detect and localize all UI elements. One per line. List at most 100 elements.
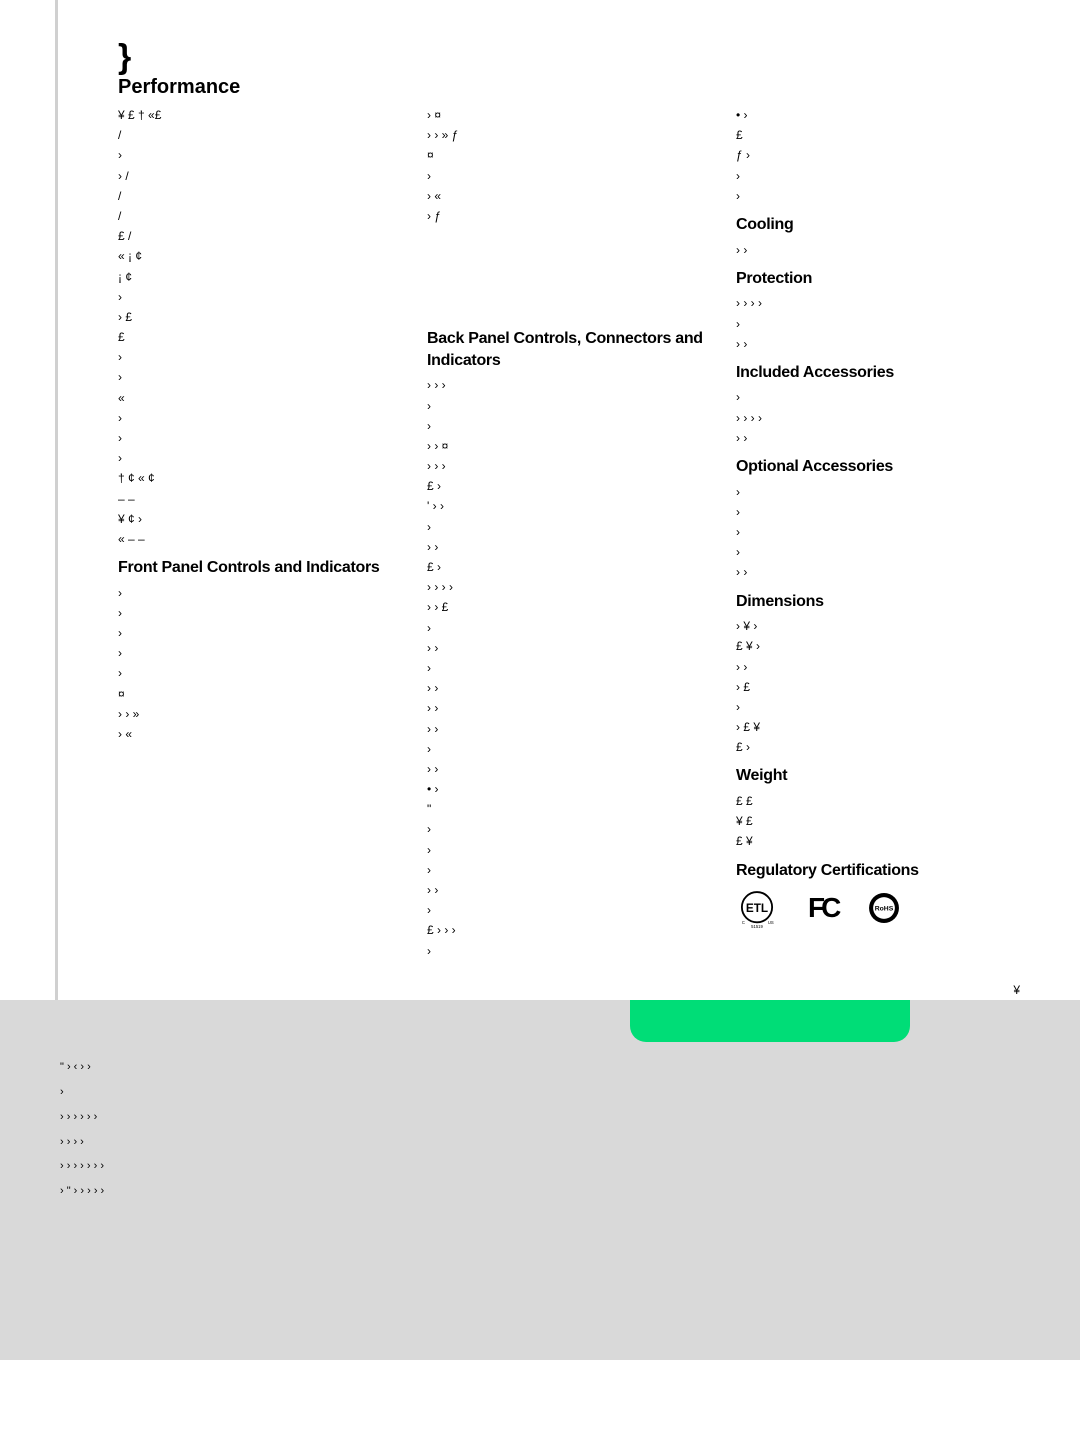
certification-logos: ETL C US 51519 FC RoHS xyxy=(736,887,1020,929)
spec-line: / xyxy=(118,208,402,224)
spec-line: › › ¤ xyxy=(427,438,711,454)
spec-line: › / xyxy=(118,168,402,184)
back-panel-heading: Back Panel Controls, Connectors and Indi… xyxy=(427,328,711,371)
spec-line: › xyxy=(118,369,402,385)
spec-line: £ / xyxy=(118,228,402,244)
spec-line: › › xyxy=(736,430,1020,446)
spec-line: › « xyxy=(118,726,402,742)
spec-line: › › xyxy=(736,659,1020,675)
spec-line: › › › › xyxy=(736,295,1020,311)
spec-line: £ › xyxy=(427,559,711,575)
spec-line: › › › › xyxy=(736,410,1020,426)
included-heading: Included Accessories xyxy=(736,362,1020,384)
spec-line: † ¢ « ¢ xyxy=(118,470,402,486)
spec-line: › › › xyxy=(427,458,711,474)
spec-line: › ¥ › xyxy=(736,618,1020,634)
column-3: • › £ ƒ › › › Cooling › › xyxy=(736,107,1020,963)
spec-line: › xyxy=(118,665,402,681)
back-panel-block: › › › › › › › ¤ › › › xyxy=(427,377,711,958)
spec-line: › xyxy=(118,605,402,621)
spec-line: ¤ xyxy=(427,147,711,163)
spec-line: › xyxy=(736,188,1020,204)
footnote-line: › " › › › › › xyxy=(60,1184,1020,1199)
spec-line: › £ xyxy=(736,679,1020,695)
weight-heading: Weight xyxy=(736,765,1020,787)
spec-line: › › » ƒ xyxy=(427,127,711,143)
fcc-icon: FC xyxy=(808,889,837,927)
spec-columns: ¥ £ † «£ / › › / / / £ / « ¡ ¢ xyxy=(118,107,1020,963)
spec-line: › xyxy=(736,484,1020,500)
spec-line: ' › › xyxy=(427,498,711,514)
spec-line: ¡ ¢ xyxy=(118,269,402,285)
spec-line: › › xyxy=(736,242,1020,258)
spec-line: £ ¥ › xyxy=(736,638,1020,654)
spec-line: › xyxy=(427,842,711,858)
spec-line: › › › › xyxy=(427,579,711,595)
spec-line: › › xyxy=(736,564,1020,580)
spec-line: › › xyxy=(427,640,711,656)
spec-line: £ › xyxy=(427,478,711,494)
spec-line: ¤ xyxy=(118,686,402,702)
column-1: ¥ £ † «£ / › › / / / £ / « ¡ ¢ xyxy=(118,107,402,963)
spec-line: › xyxy=(118,349,402,365)
spec-line: › xyxy=(118,625,402,641)
svg-text:US: US xyxy=(768,920,774,925)
spec-line: £ ¥ xyxy=(736,833,1020,849)
spec-line: › xyxy=(118,585,402,601)
spec-line: › › xyxy=(736,336,1020,352)
spec-line: £ › xyxy=(736,739,1020,755)
spec-line: › xyxy=(427,902,711,918)
spec-line: / xyxy=(118,188,402,204)
accent-band xyxy=(630,1000,910,1042)
spec-line: ¥ £ xyxy=(736,813,1020,829)
svg-text:C: C xyxy=(742,920,745,925)
spec-line: / xyxy=(118,127,402,143)
col2-top-block: › ¤ › › » ƒ ¤ xyxy=(427,107,711,224)
spec-line: › xyxy=(736,389,1020,405)
spec-line: › › xyxy=(427,882,711,898)
spec-line: › xyxy=(427,821,711,837)
spec-line: › xyxy=(427,660,711,676)
page-number: ¥ xyxy=(1013,982,1020,998)
spec-line: ¥ £ † «£ xyxy=(118,107,402,123)
column-2: › ¤ › › » ƒ ¤ xyxy=(427,107,711,963)
spec-line: › xyxy=(427,168,711,184)
spec-line: › xyxy=(736,524,1020,540)
col3-top-block: • › £ ƒ › › › xyxy=(736,107,1020,204)
spec-line: › xyxy=(118,147,402,163)
front-panel-block: › › › › › ¤ › › » xyxy=(118,585,402,743)
cooling-heading: Cooling xyxy=(736,214,1020,236)
spec-line: › xyxy=(736,699,1020,715)
optional-heading: Optional Accessories xyxy=(736,456,1020,478)
spec-line: › xyxy=(736,316,1020,332)
rohs-icon: RoHS xyxy=(867,891,901,925)
spec-line: › › › xyxy=(427,377,711,393)
spec-line: › xyxy=(118,430,402,446)
spec-line: › › xyxy=(427,721,711,737)
svg-text:51519: 51519 xyxy=(751,924,763,929)
front-panel-heading: Front Panel Controls and Indicators xyxy=(118,557,402,579)
svg-text:RoHS: RoHS xyxy=(875,906,894,913)
spec-line: › xyxy=(427,741,711,757)
spec-line: • › xyxy=(427,781,711,797)
spec-line: › › xyxy=(427,761,711,777)
performance-heading: Performance xyxy=(118,74,1020,101)
spec-line: › xyxy=(427,862,711,878)
spec-line: £ £ xyxy=(736,793,1020,809)
spec-line: › £ ¥ xyxy=(736,719,1020,735)
page-root: } Performance ¥ £ † «£ / › › / / / xyxy=(0,0,1080,1360)
spec-line: › xyxy=(427,418,711,434)
dimensions-heading: Dimensions xyxy=(736,591,1020,613)
spec-line: › xyxy=(118,289,402,305)
spec-line: – – xyxy=(118,491,402,507)
spec-line: £ xyxy=(736,127,1020,143)
spec-line: « – – xyxy=(118,531,402,547)
footnote-line: › xyxy=(60,1085,1020,1100)
performance-block: ¥ £ † «£ / › › / / / £ / « ¡ ¢ xyxy=(118,107,402,547)
spec-line: › ¤ xyxy=(427,107,711,123)
main-content: } Performance ¥ £ † «£ / › › / / / xyxy=(55,0,1080,1000)
spec-line: £ › › › xyxy=(427,922,711,938)
regulatory-heading: Regulatory Certifications xyxy=(736,860,1020,882)
product-code: } xyxy=(118,40,1020,74)
footnote-line: " › ‹ › › xyxy=(60,1060,1020,1075)
